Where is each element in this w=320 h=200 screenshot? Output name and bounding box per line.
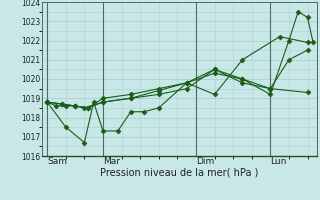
X-axis label: Pression niveau de la mer( hPa ): Pression niveau de la mer( hPa ) bbox=[100, 168, 258, 178]
